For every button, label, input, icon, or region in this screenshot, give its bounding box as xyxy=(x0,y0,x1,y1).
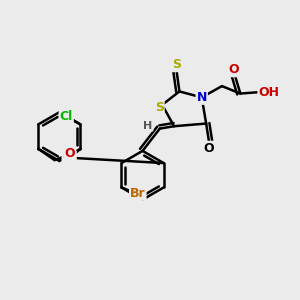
Text: O: O xyxy=(204,142,214,155)
Text: S: S xyxy=(155,101,164,114)
Text: O: O xyxy=(228,63,239,76)
Text: O: O xyxy=(64,147,75,160)
Text: Cl: Cl xyxy=(62,151,76,164)
Text: S: S xyxy=(172,58,181,71)
Text: Cl: Cl xyxy=(60,110,73,123)
Text: N: N xyxy=(196,91,207,104)
Text: Br: Br xyxy=(130,187,146,200)
Text: OH: OH xyxy=(258,85,279,98)
Text: H: H xyxy=(143,121,152,130)
